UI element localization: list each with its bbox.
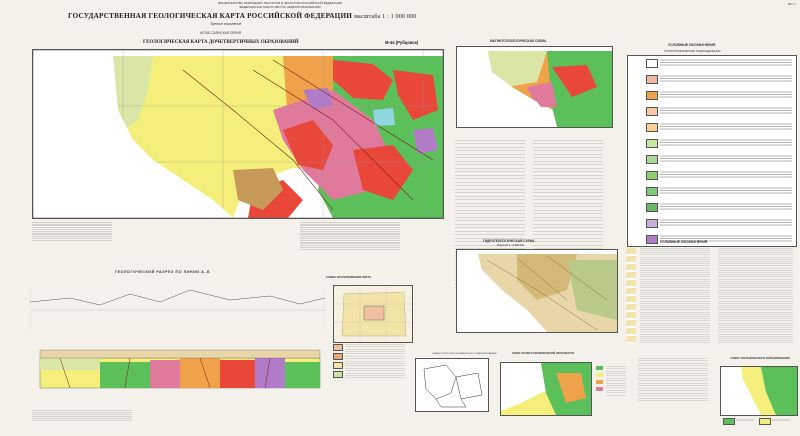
hydro-map[interactable] xyxy=(457,250,617,332)
mini-scheme-3-frame xyxy=(500,362,592,416)
mini-scheme-2-title: СХЕМА СТРУКТУРНО-ФОРМАЦИОННОГО РАЙОНИРОВ… xyxy=(432,353,497,355)
page-title: ГОСУДАРСТВЕННАЯ ГЕОЛОГИЧЕСКАЯ КАРТА РОСС… xyxy=(68,12,417,20)
mini-scheme-4-frame xyxy=(720,366,798,416)
main-map-sheet: M-44 (Рубцовск) xyxy=(385,40,419,45)
map-unit-cyan xyxy=(373,108,395,126)
legend-right-table xyxy=(627,55,797,247)
mini-scheme-1-map[interactable] xyxy=(334,286,412,342)
hydro-legend xyxy=(626,248,796,348)
tectonic-title: МАГНИТОГЕОЛОГИЧЕСКАЯ СХЕМА xyxy=(490,39,547,43)
section-title: ГЕОЛОГИЧЕСКИЙ РАЗРЕЗ ПО ЛИНИИ А–Б xyxy=(115,270,211,274)
map-unit-brown xyxy=(233,168,283,210)
mini-scheme-4-legend xyxy=(723,418,793,426)
main-map-title: ГЕОЛОГИЧЕСКАЯ КАРТА ДОЧЕТВЕРТИЧНЫХ ОБРАЗ… xyxy=(143,40,299,45)
map-unit-red-4 xyxy=(393,70,438,120)
sheet-corner: Лист 1 xyxy=(787,2,796,6)
geologic-cross-section[interactable] xyxy=(30,280,325,395)
legend-right-title: УСЛОВНЫЕ ОБОЗНАЧЕНИЯ xyxy=(668,43,716,47)
hydro-map-frame xyxy=(456,249,618,333)
edition-label: Третье поколение xyxy=(210,22,242,26)
mini-scheme-3-map[interactable] xyxy=(501,363,591,415)
mini-scheme-4-map[interactable] xyxy=(721,367,797,415)
main-map-notes-left xyxy=(32,222,112,242)
mini-legend-hydro xyxy=(638,358,708,406)
legend-right-subtitle: СТРАТИГРАФИЧЕСКИЕ ПОДРАЗДЕЛЕНИЯ xyxy=(664,49,721,53)
map-unit-violet-2 xyxy=(413,128,438,154)
main-geologic-map[interactable] xyxy=(33,50,443,218)
map-unit-red-3 xyxy=(353,145,413,200)
mini-scheme-1-title: СХЕМА РАСПОЛОЖЕНИЯ ЛИСТА xyxy=(326,275,372,279)
mini-scheme-3-legend xyxy=(596,366,626,406)
mini-scheme-2-frame xyxy=(415,358,489,412)
map-unit-violet xyxy=(303,88,333,110)
main-map-notes-right xyxy=(300,222,400,250)
tectonic-map[interactable] xyxy=(457,47,612,127)
series-label: АЛТАЕ-САЯНСКАЯ СЕРИЯ xyxy=(200,31,242,35)
header-org: МИНИСТЕРСТВО ПРИРОДНЫХ РЕСУРСОВ И ЭКОЛОГ… xyxy=(217,1,343,9)
tectonic-map-frame xyxy=(456,46,613,128)
mini-scheme-1-frame xyxy=(333,285,413,343)
mini-scheme-1-legend xyxy=(333,344,411,382)
main-map-frame: ГЕОЛОГИЧЕСКАЯ КАРТА ДОЧЕТВЕРТИЧНЫХ ОБРАЗ… xyxy=(32,40,444,219)
map-unit-red-1 xyxy=(333,60,393,100)
mini-scheme-2-map[interactable] xyxy=(416,359,488,411)
mini-scheme-4-title: СХЕМА ТЕКТОНИЧЕСКОГО РАЙОНИРОВАНИЯ xyxy=(730,357,790,360)
hydro-title: ГИДРОГЕОЛОГИЧЕСКАЯ СХЕМА xyxy=(483,239,535,243)
mini-scheme-3-title: СХЕМА ГЕОЛОГО-ГЕОФИЗИЧЕСКОЙ ИЗУЧЕННОСТИ xyxy=(511,352,574,355)
map-unit-red-2 xyxy=(283,120,333,170)
imprint xyxy=(32,410,132,422)
hydro-legend-title: УСЛОВНЫЕ ОБОЗНАЧЕНИЯ xyxy=(660,240,708,244)
hydro-scale: Масштаб 1 : 2 500 000 xyxy=(497,244,524,247)
